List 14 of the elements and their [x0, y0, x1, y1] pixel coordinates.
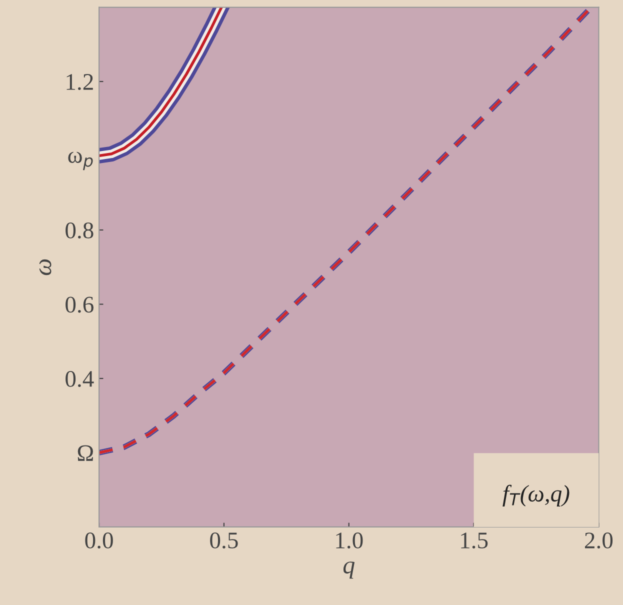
x-tick-label: 1.5	[461, 532, 488, 549]
y-tick-label: Ω	[78, 445, 93, 461]
y-tick-label: 1.2	[66, 74, 93, 90]
y-tick-label: 0.4	[66, 370, 94, 387]
annotation: f$_{T}$(ω,q)	[502, 484, 570, 506]
x-axis-title: q	[343, 562, 355, 579]
y-tick-label: 0.6	[66, 296, 94, 313]
x-tick-label: 0.0	[85, 532, 113, 549]
x-tick-label: 2.0	[584, 532, 613, 549]
x-tick-label: 1.0	[336, 532, 363, 549]
y-tick-label: ω$_{p}$	[68, 152, 93, 170]
x-tick-label: 0.5	[210, 532, 238, 549]
y-tick-label: 0.8	[66, 222, 94, 239]
y-axis-title: ω	[39, 259, 52, 276]
